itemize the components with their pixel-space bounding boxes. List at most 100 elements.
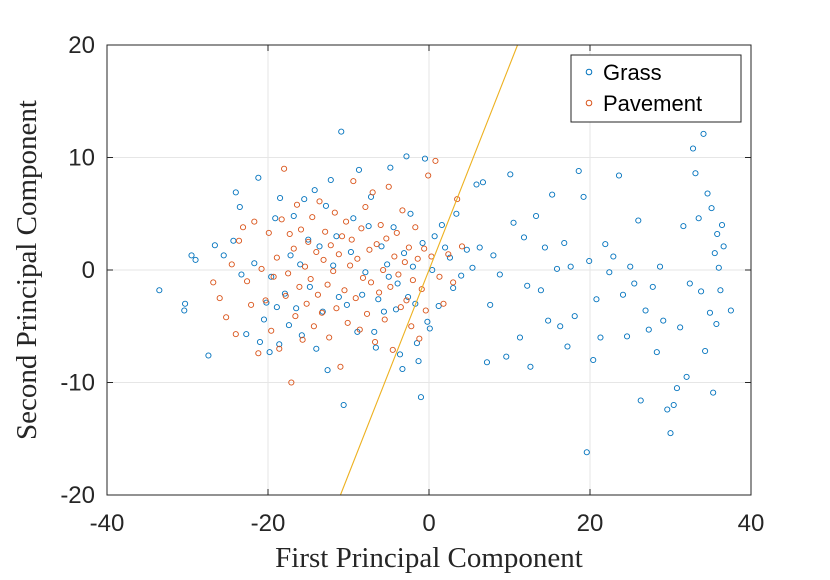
data-point <box>715 264 722 271</box>
data-point <box>266 349 273 356</box>
data-point <box>487 301 494 308</box>
data-point <box>713 320 720 328</box>
data-point <box>381 316 388 323</box>
data-point <box>182 300 189 307</box>
data-point <box>327 176 334 184</box>
data-point <box>575 167 582 175</box>
data-point <box>527 363 534 370</box>
data-point <box>339 233 346 240</box>
data-point <box>450 284 457 292</box>
data-point <box>409 263 416 270</box>
data-point <box>350 178 357 185</box>
data-point <box>425 172 432 179</box>
data-point <box>421 155 429 162</box>
series-pavement <box>210 157 466 386</box>
data-point <box>290 212 297 220</box>
data-point <box>442 244 449 251</box>
data-point <box>660 317 667 324</box>
data-point <box>438 221 445 229</box>
data-point <box>405 244 412 251</box>
data-point <box>483 359 491 366</box>
data-point <box>371 328 378 335</box>
data-point <box>330 262 337 269</box>
data-point <box>285 270 292 277</box>
data-point <box>399 207 406 214</box>
legend: Grass Pavement <box>570 54 742 123</box>
data-point <box>419 239 426 247</box>
data-point <box>426 325 433 332</box>
data-point <box>392 306 400 313</box>
data-point <box>210 279 217 286</box>
data-point <box>310 323 317 330</box>
data-point <box>473 181 480 188</box>
data-point <box>700 130 707 137</box>
data-point <box>262 297 269 304</box>
data-point <box>479 179 486 186</box>
data-point <box>561 239 568 247</box>
data-point <box>708 205 715 212</box>
data-point <box>619 291 627 298</box>
data-point <box>341 287 348 294</box>
data-point <box>362 203 369 211</box>
data-point <box>445 251 452 258</box>
data-point <box>366 246 373 253</box>
data-point <box>290 245 297 252</box>
data-point <box>431 233 438 240</box>
data-point <box>673 385 680 392</box>
boundary-line <box>339 44 519 496</box>
data-point <box>580 193 587 200</box>
data-point <box>251 260 258 267</box>
data-point <box>273 254 280 261</box>
data-point <box>292 313 299 320</box>
data-point <box>228 261 235 268</box>
y-tick-label: -20 <box>60 482 95 509</box>
data-point <box>435 302 442 310</box>
data-point <box>313 248 320 256</box>
data-point <box>216 295 223 302</box>
data-point <box>387 283 394 290</box>
data-point <box>412 224 419 231</box>
data-point <box>305 238 312 245</box>
data-point <box>372 338 379 346</box>
data-point <box>490 252 497 259</box>
data-point <box>667 430 674 437</box>
data-point <box>476 244 483 251</box>
data-point <box>362 269 369 276</box>
data-point <box>220 252 227 259</box>
plot-area <box>156 44 734 496</box>
data-point <box>606 269 613 276</box>
legend-box <box>570 54 742 123</box>
data-point <box>503 353 510 360</box>
data-point <box>602 241 609 248</box>
data-point <box>415 358 422 365</box>
data-point <box>335 293 342 301</box>
y-tick-label: 20 <box>68 32 95 59</box>
data-point <box>524 282 531 289</box>
data-point <box>232 331 239 338</box>
data-point <box>590 356 597 364</box>
data-point <box>288 379 295 386</box>
data-point <box>698 288 705 295</box>
data-point <box>567 263 574 270</box>
data-point <box>610 253 617 260</box>
data-point <box>656 263 664 270</box>
data-point <box>376 289 383 296</box>
data-point <box>631 280 638 287</box>
data-point <box>192 256 199 263</box>
data-point <box>338 128 345 135</box>
data-point <box>205 352 212 359</box>
data-point <box>348 236 355 243</box>
data-point <box>322 202 330 209</box>
data-point <box>355 166 363 173</box>
data-point <box>645 326 652 333</box>
data-point <box>337 363 344 370</box>
data-point <box>670 401 677 409</box>
data-point <box>680 223 687 230</box>
data-point <box>692 170 699 177</box>
data-point <box>268 273 275 280</box>
data-point <box>714 230 721 238</box>
data-point <box>276 345 283 352</box>
legend-marker <box>585 68 593 76</box>
data-point <box>593 296 600 303</box>
data-point <box>387 164 394 171</box>
